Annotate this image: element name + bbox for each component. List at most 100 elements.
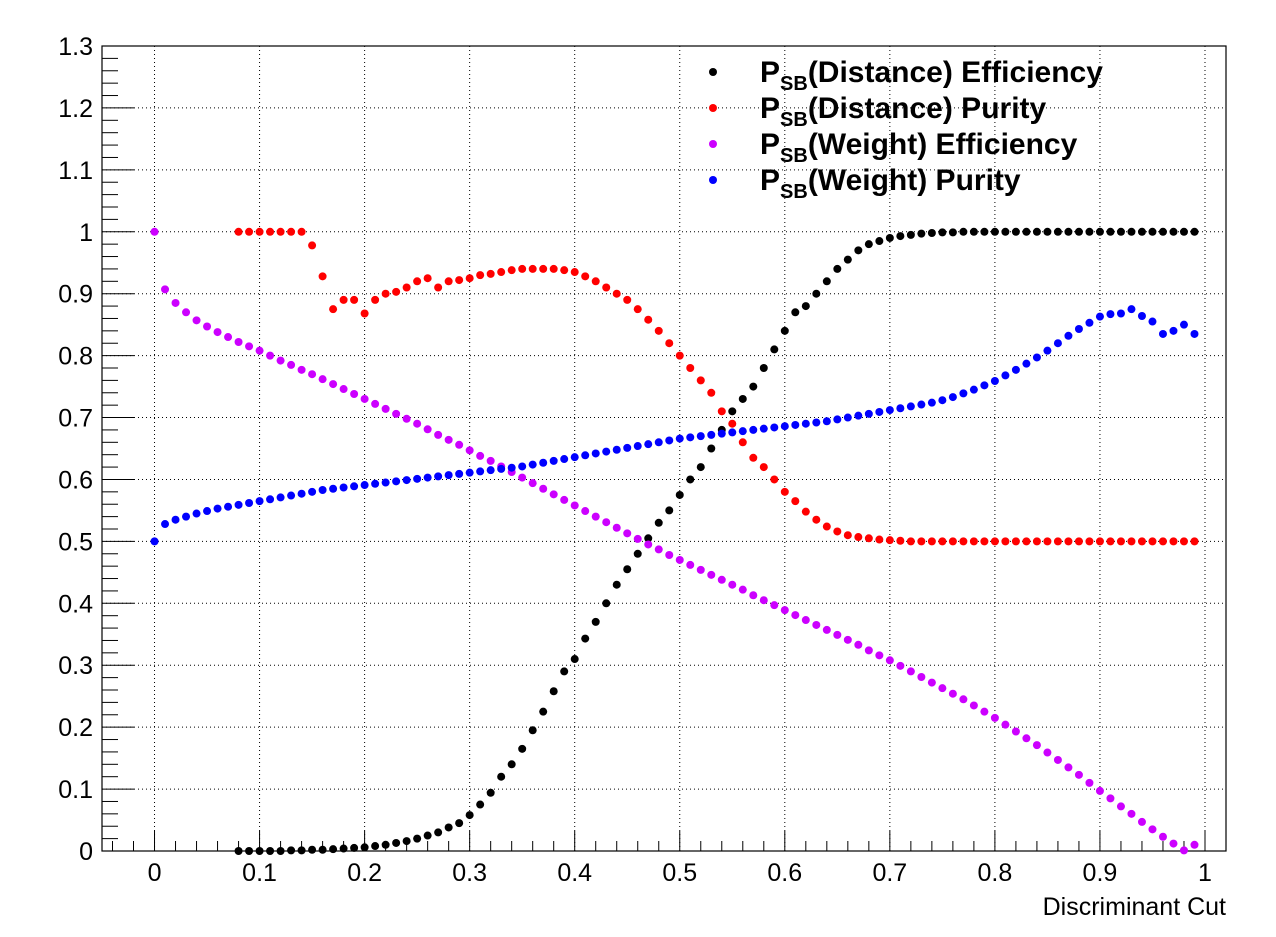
point-distance-efficiency <box>360 843 369 852</box>
point-distance-purity <box>1158 537 1167 546</box>
point-distance-efficiency <box>812 289 821 298</box>
point-weight-purity <box>717 429 726 438</box>
point-weight-purity <box>1179 320 1188 329</box>
point-distance-efficiency <box>1158 227 1167 236</box>
point-weight-efficiency <box>791 611 800 620</box>
point-weight-efficiency <box>234 337 243 346</box>
point-weight-purity <box>1116 309 1125 318</box>
point-weight-efficiency <box>570 501 579 510</box>
point-weight-efficiency <box>602 518 611 527</box>
point-distance-efficiency <box>1169 227 1178 236</box>
point-distance-efficiency <box>402 837 411 846</box>
point-distance-efficiency <box>1043 227 1052 236</box>
point-weight-efficiency <box>1190 840 1199 849</box>
point-weight-purity <box>906 402 915 411</box>
point-weight-purity <box>234 500 243 509</box>
point-weight-purity <box>696 432 705 441</box>
point-distance-purity <box>1064 537 1073 546</box>
point-weight-purity <box>990 377 999 386</box>
point-weight-purity <box>1169 326 1178 335</box>
point-distance-efficiency <box>1032 227 1041 236</box>
point-distance-purity <box>339 295 348 304</box>
point-weight-efficiency <box>381 404 390 413</box>
point-weight-efficiency <box>318 375 327 384</box>
point-distance-efficiency <box>959 227 968 236</box>
point-weight-efficiency <box>843 635 852 644</box>
point-distance-efficiency <box>738 394 747 403</box>
point-weight-purity <box>969 385 978 394</box>
point-distance-purity <box>518 264 527 273</box>
point-weight-purity <box>570 453 579 462</box>
point-weight-purity <box>864 409 873 418</box>
point-weight-purity <box>1064 331 1073 340</box>
point-distance-purity <box>864 534 873 543</box>
point-weight-efficiency <box>990 713 999 722</box>
point-distance-purity <box>255 227 264 236</box>
point-distance-purity <box>623 295 632 304</box>
point-weight-efficiency <box>549 490 558 499</box>
point-distance-purity <box>770 475 779 484</box>
point-distance-efficiency <box>560 667 569 676</box>
point-weight-efficiency <box>1127 809 1136 818</box>
point-distance-efficiency <box>234 847 243 855</box>
point-weight-efficiency <box>392 409 401 418</box>
point-weight-efficiency <box>245 342 254 351</box>
point-distance-purity <box>539 264 548 273</box>
point-distance-purity <box>1074 537 1083 546</box>
point-distance-purity <box>507 266 516 275</box>
point-distance-purity <box>413 277 422 286</box>
x-tick-label: 0.9 <box>1083 859 1118 887</box>
point-weight-efficiency <box>875 651 884 660</box>
point-weight-efficiency <box>1137 817 1146 826</box>
point-weight-purity <box>318 485 327 494</box>
point-distance-purity <box>444 277 453 286</box>
point-weight-purity <box>171 515 180 524</box>
point-distance-efficiency <box>990 227 999 236</box>
point-weight-efficiency <box>224 333 233 342</box>
point-weight-efficiency <box>539 484 548 493</box>
point-distance-efficiency <box>948 228 957 237</box>
point-distance-purity <box>1053 537 1062 546</box>
point-distance-purity <box>1022 537 1031 546</box>
y-tick-label: 0.5 <box>58 528 93 556</box>
point-weight-purity <box>665 436 674 445</box>
point-weight-efficiency <box>297 365 306 374</box>
point-distance-purity <box>833 527 842 536</box>
point-distance-purity <box>717 407 726 416</box>
point-weight-efficiency <box>455 440 464 449</box>
point-weight-purity <box>192 509 201 518</box>
point-weight-purity <box>822 417 831 426</box>
point-distance-efficiency <box>822 277 831 286</box>
point-weight-efficiency <box>371 399 380 408</box>
point-distance-efficiency <box>339 844 348 853</box>
point-distance-efficiency <box>633 549 642 558</box>
point-weight-efficiency <box>423 425 432 434</box>
point-weight-efficiency <box>444 435 453 444</box>
point-distance-efficiency <box>1074 227 1083 236</box>
point-weight-efficiency <box>1001 720 1010 729</box>
point-distance-efficiency <box>570 655 579 664</box>
point-weight-purity <box>360 481 369 490</box>
point-distance-efficiency <box>602 599 611 608</box>
point-weight-purity <box>497 464 506 473</box>
point-distance-efficiency <box>392 838 401 847</box>
point-weight-purity <box>203 507 212 516</box>
point-weight-purity <box>1043 346 1052 355</box>
point-distance-efficiency <box>308 845 317 854</box>
point-weight-purity <box>150 537 159 546</box>
point-distance-efficiency <box>486 788 495 797</box>
point-distance-efficiency <box>297 846 306 855</box>
point-distance-efficiency <box>371 842 380 851</box>
point-distance-efficiency <box>938 228 947 237</box>
point-distance-efficiency <box>980 227 989 236</box>
point-distance-efficiency <box>1116 227 1125 236</box>
point-weight-efficiency <box>707 570 716 579</box>
point-distance-purity <box>665 339 674 348</box>
point-weight-purity <box>1022 359 1031 368</box>
point-distance-purity <box>959 537 968 546</box>
point-distance-purity <box>707 388 716 397</box>
point-distance-purity <box>822 522 831 531</box>
point-distance-efficiency <box>770 345 779 354</box>
y-tick-label: 0.2 <box>58 714 93 742</box>
